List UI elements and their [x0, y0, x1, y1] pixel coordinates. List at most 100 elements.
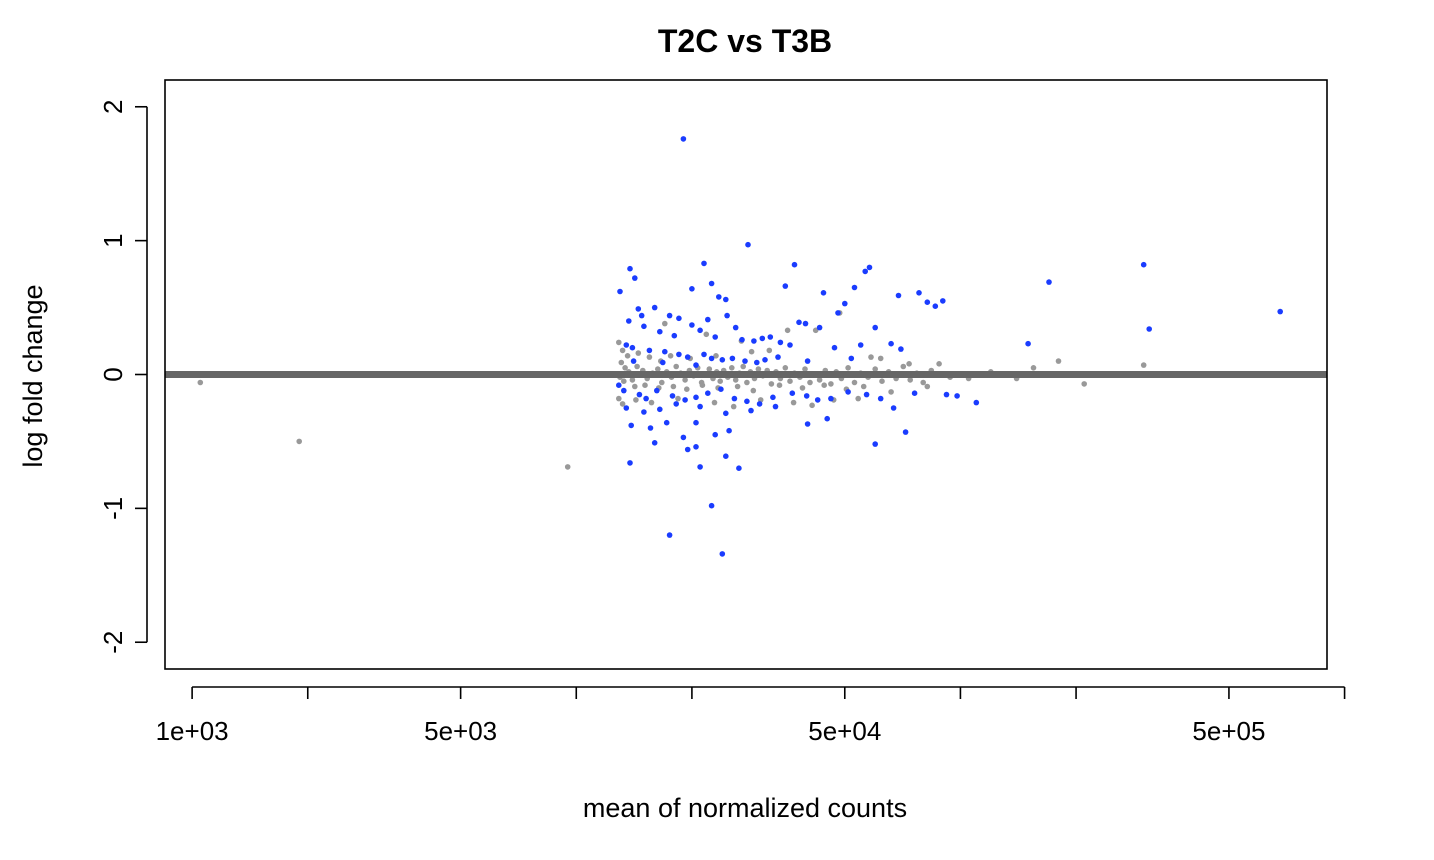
data-point — [697, 403, 703, 410]
data-point — [888, 340, 894, 347]
data-point — [713, 353, 719, 359]
data-point — [671, 332, 678, 339]
data-point — [812, 327, 819, 334]
data-point — [651, 440, 658, 446]
data-point — [723, 410, 729, 417]
data-point — [1146, 326, 1152, 332]
data-point — [900, 363, 907, 370]
data-point — [699, 382, 706, 389]
data-point — [693, 444, 699, 450]
data-point — [831, 344, 838, 351]
data-point — [729, 355, 736, 362]
data-point — [632, 275, 638, 281]
data-point — [809, 402, 815, 409]
data-point — [860, 383, 867, 390]
data-point — [1140, 362, 1147, 368]
data-point — [750, 387, 757, 394]
data-point — [662, 348, 668, 355]
data-point — [802, 366, 808, 372]
data-point — [851, 284, 858, 291]
data-point — [888, 389, 894, 395]
data-point — [857, 342, 864, 348]
data-point — [634, 363, 640, 370]
data-point — [751, 338, 757, 344]
data-point — [902, 429, 909, 435]
data-point — [651, 304, 658, 311]
data-point — [627, 460, 633, 466]
data-point — [1025, 340, 1031, 347]
data-point — [872, 324, 878, 331]
y-tick-label: 1 — [98, 233, 128, 247]
data-point — [670, 383, 677, 390]
data-point — [848, 355, 855, 362]
data-point — [782, 365, 789, 371]
data-point — [666, 312, 673, 319]
data-point — [790, 399, 797, 406]
data-point — [643, 395, 649, 402]
data-point — [890, 405, 897, 411]
data-point — [682, 397, 688, 403]
data-point — [754, 359, 760, 366]
data-point — [828, 395, 834, 402]
data-point — [708, 280, 715, 287]
data-point — [673, 401, 679, 407]
y-tick-label: 2 — [98, 100, 128, 114]
data-point — [766, 347, 773, 354]
data-point — [693, 419, 699, 426]
data-point — [791, 261, 798, 268]
data-point — [940, 298, 946, 304]
data-point — [842, 300, 848, 307]
y-axis: -2 -1 0 1 2 — [98, 100, 148, 654]
data-point — [906, 361, 912, 367]
data-point — [636, 391, 643, 398]
data-point — [623, 405, 630, 411]
data-point — [816, 324, 823, 331]
data-point — [693, 394, 699, 401]
data-point — [684, 354, 691, 360]
data-point — [820, 290, 827, 296]
data-point — [703, 331, 710, 338]
data-point — [617, 288, 623, 295]
data-point — [638, 312, 645, 319]
data-point — [646, 354, 653, 360]
data-point — [755, 366, 762, 372]
data-point — [821, 382, 827, 389]
data-point — [667, 353, 674, 359]
data-point — [916, 290, 922, 296]
data-point — [716, 294, 722, 300]
data-points — [197, 136, 1283, 557]
data-point — [845, 365, 851, 371]
data-point — [799, 385, 806, 391]
data-point — [731, 395, 738, 402]
data-point — [824, 415, 830, 422]
data-point — [770, 394, 776, 401]
data-point — [621, 378, 627, 385]
data-point — [682, 377, 688, 383]
data-point — [705, 316, 711, 323]
data-point — [655, 366, 661, 372]
data-point — [619, 401, 626, 407]
data-point — [684, 386, 690, 393]
data-point — [776, 382, 783, 389]
data-point — [739, 336, 745, 343]
data-point — [676, 351, 682, 358]
data-point — [796, 319, 802, 326]
data-point — [657, 406, 663, 413]
data-point — [660, 359, 666, 366]
data-point — [635, 350, 642, 356]
data-point — [654, 387, 660, 394]
data-point — [1081, 381, 1087, 387]
data-point — [701, 260, 707, 267]
data-point — [734, 383, 741, 390]
data-point — [756, 401, 763, 407]
data-point — [789, 390, 796, 397]
data-point — [629, 344, 636, 351]
data-point — [701, 351, 707, 358]
data-point — [744, 379, 750, 386]
data-point — [777, 339, 784, 346]
data-point — [726, 427, 732, 434]
data-point — [705, 390, 711, 397]
data-point — [787, 378, 793, 385]
data-point — [895, 292, 902, 299]
data-point — [814, 397, 821, 403]
